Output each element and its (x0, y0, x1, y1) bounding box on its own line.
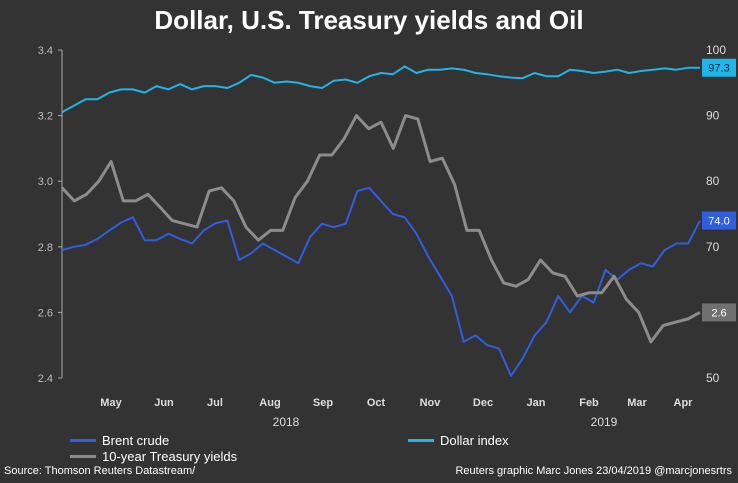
legend-label-dollar: Dollar index (440, 433, 509, 448)
year-label: 2019 (591, 415, 618, 429)
source-note: Source: Thomson Reuters Datastream/ (4, 465, 196, 477)
left-tick-label: 2.4 (38, 373, 53, 385)
x-tick-label: Jan (527, 397, 546, 409)
left-tick-label: 3.4 (38, 45, 53, 57)
legend-swatch-treasury (70, 455, 96, 458)
left-tick-label: 3.0 (38, 176, 53, 188)
credit-note: Reuters graphic Marc Jones 23/04/2019 @m… (455, 465, 732, 477)
legend-item-dollar: Dollar index (408, 433, 509, 448)
x-tick-label: Jul (207, 397, 223, 409)
legend-label-brent: Brent crude (102, 433, 170, 448)
treasury-yield-line (60, 114, 701, 344)
dollar-end-tag (702, 58, 736, 77)
chart-title: Dollar, U.S. Treasury yields and Oil (154, 5, 584, 35)
x-tick-label: Nov (420, 397, 442, 409)
treasury-end-label: 2.6 (711, 307, 726, 319)
right-tick-label: 70 (706, 240, 720, 254)
x-tick-label: Aug (259, 397, 280, 409)
legend-item-treasury: 10-year Treasury yields (70, 449, 237, 464)
dollar-end-label: 97.3 (708, 63, 729, 75)
left-tick-label: 2.8 (38, 242, 53, 254)
treasury-end-tag (702, 303, 736, 322)
x-tick-label: Oct (367, 397, 386, 409)
legend-swatch-brent (70, 439, 96, 442)
x-tick-label: Mar (627, 397, 647, 409)
right-tick-label: 100 (706, 43, 726, 57)
right-tick-label: 90 (706, 109, 720, 123)
x-tick-label: May (100, 397, 122, 409)
brent-end-tag (702, 211, 736, 230)
x-tick-label: Dec (473, 397, 493, 409)
x-tick-label: Feb (579, 397, 599, 409)
legend-swatch-dollar (408, 439, 434, 442)
legend-item-brent: Brent crude (70, 433, 169, 448)
x-tick-label: Sep (313, 397, 333, 409)
right-tick-label: 80 (706, 174, 720, 188)
x-tick-label: Jun (154, 397, 174, 409)
year-label: 2018 (273, 415, 300, 429)
dollar-index-line (61, 65, 700, 114)
legend-label-treasury: 10-year Treasury yields (102, 449, 238, 464)
left-tick-label: 3.2 (38, 111, 53, 123)
brent-crude-line (61, 186, 701, 377)
x-tick-label: Apr (674, 397, 694, 409)
left-tick-label: 2.6 (38, 307, 53, 319)
brent-end-label: 74.0 (708, 216, 729, 228)
right-tick-label: 50 (706, 371, 720, 385)
